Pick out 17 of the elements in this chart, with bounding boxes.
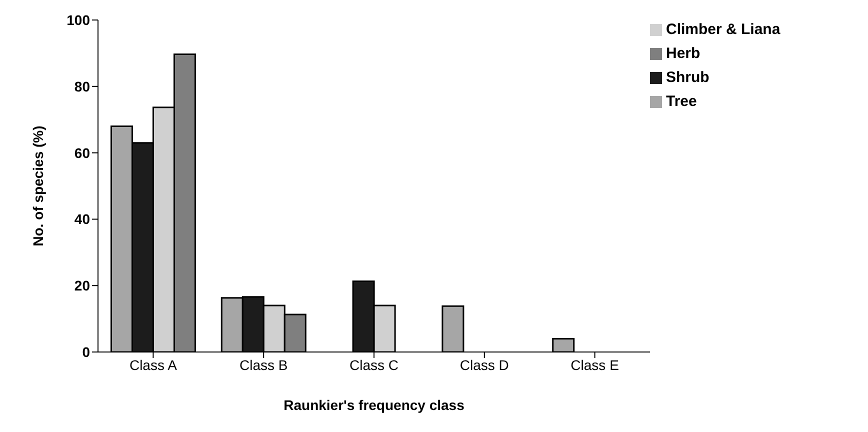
x-tick-label: Class B xyxy=(239,356,288,373)
y-tick-label: 100 xyxy=(66,12,90,28)
x-tick-label: Class C xyxy=(349,356,399,373)
y-tick-label: 20 xyxy=(74,278,90,294)
x-axis-title: Raunkier's frequency class xyxy=(284,397,465,413)
x-tick-label: Class D xyxy=(460,356,509,373)
y-tick-label: 60 xyxy=(74,144,90,161)
legend-label: Climber & Liana xyxy=(666,21,780,38)
x-tick-label: Class A xyxy=(129,356,178,373)
y-tick-label: 40 xyxy=(74,211,90,228)
legend-label: Shrub xyxy=(666,69,710,86)
y-tick-label: 0 xyxy=(82,344,90,360)
y-axis-title: No. of species (%) xyxy=(30,126,46,246)
y-tick-label: 80 xyxy=(74,78,90,94)
legend-label: Tree xyxy=(666,93,697,110)
x-tick-label: Class E xyxy=(570,356,619,373)
legend-label: Herb xyxy=(666,45,700,62)
